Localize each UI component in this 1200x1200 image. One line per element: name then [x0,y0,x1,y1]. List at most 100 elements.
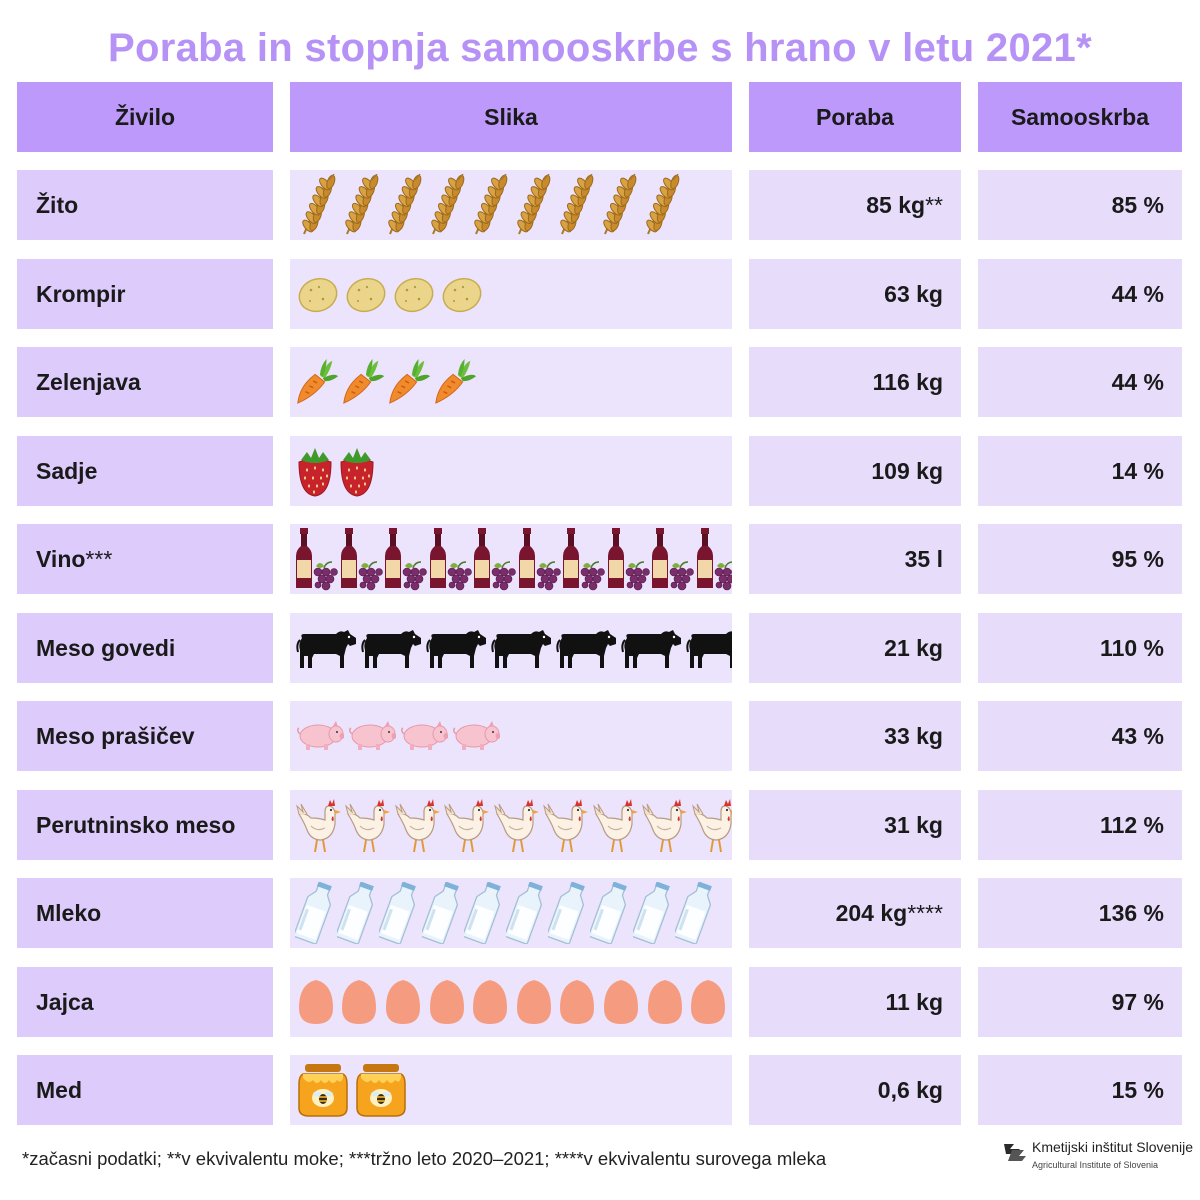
carrot-icon [294,356,340,408]
poraba-value: 31 kg [884,811,943,838]
honey-pot-icon [294,1062,352,1118]
chicken-icon [492,796,542,854]
chicken-icon [393,796,443,854]
wine-icon [606,526,651,592]
row-name: Med [17,1055,273,1125]
row-name: Vino *** [17,524,273,594]
potato-icon [342,274,390,314]
wine-icon [695,526,732,592]
header-zivilo: Živilo [17,82,273,152]
row-poraba: 0,6 kg [749,1055,961,1125]
row-poraba: 85 kg ** [749,170,961,240]
food-name: Mleko [36,899,102,926]
wine-icon [561,526,606,592]
row-poraba: 204 kg **** [749,878,961,948]
samooskrba-value: 15 % [978,1055,1182,1125]
row-poraba: 116 kg [749,347,961,417]
institute-logo: Kmetijski inštitut Slovenije Agricultura… [1002,1138,1193,1178]
row-picture [290,613,732,683]
row-name: Sadje [17,436,273,506]
row-name: Meso prašičev [17,701,273,771]
wheat-icon [380,174,423,236]
poraba-value: 116 kg [872,368,943,395]
row-picture [290,967,732,1037]
row-poraba: 35 l [749,524,961,594]
poraba-note: **** [907,899,943,926]
row-poraba: 11 kg [749,967,961,1037]
egg-icon [599,978,643,1026]
food-name: Krompir [36,280,126,307]
food-name: Meso govedi [36,634,176,661]
row-name: Krompir [17,259,273,329]
cow-icon [424,626,489,670]
chicken-icon [690,796,732,854]
wine-icon [339,526,384,592]
poraba-value: 11 kg [885,988,943,1015]
cow-icon [294,626,359,670]
samooskrba-value: 136 % [978,878,1182,948]
food-name: Zelenjava [36,368,141,395]
poraba-value: 33 kg [884,722,943,749]
carrot-icon [340,356,386,408]
milk-bottle-icon [547,882,589,944]
samooskrba-value: 97 % [978,967,1182,1037]
chicken-icon [641,796,691,854]
wheat-icon [423,174,466,236]
egg-icon [381,978,425,1026]
pig-icon [294,720,346,752]
row-poraba: 109 kg [749,436,961,506]
header-slika: Slika [290,82,732,152]
page-title: Poraba in stopnja samooskrbe s hrano v l… [108,26,1092,70]
pig-icon [450,720,502,752]
cow-icon [684,626,732,670]
potato-icon [438,274,486,314]
footnote: *začasni podatki; **v ekvivalentu moke; … [22,1148,827,1169]
wheat-icon [509,174,552,236]
chicken-icon [344,796,394,854]
wine-icon [517,526,562,592]
row-poraba: 63 kg [749,259,961,329]
milk-bottle-icon [505,882,547,944]
samooskrba-value: 95 % [978,524,1182,594]
institute-logo-icon [1004,1144,1026,1161]
row-picture [290,1055,732,1125]
row-picture [290,347,732,417]
milk-bottle-icon [674,882,716,944]
chicken-icon [591,796,641,854]
food-name-note: *** [85,545,113,572]
food-name: Vino [36,545,86,572]
header-poraba: Poraba [749,82,961,152]
pig-icon [346,720,398,752]
cow-icon [554,626,619,670]
samooskrba-value: 44 % [978,347,1182,417]
row-poraba: 31 kg [749,790,961,860]
egg-icon [425,978,469,1026]
egg-icon [643,978,687,1026]
row-name: Meso govedi [17,613,273,683]
milk-bottle-icon [421,882,463,944]
poraba-value: 85 kg [866,191,926,218]
food-name: Meso prašičev [36,722,195,749]
food-name: Perutninsko meso [36,811,236,838]
poraba-value: 204 kg [835,899,908,926]
row-picture [290,790,732,860]
milk-bottle-icon [378,882,420,944]
row-poraba: 33 kg [749,701,961,771]
samooskrba-value: 14 % [978,436,1182,506]
egg-icon [556,978,600,1026]
row-name: Perutninsko meso [17,790,273,860]
pig-icon [398,720,450,752]
wheat-icon [638,174,681,236]
carrot-icon [432,356,478,408]
milk-bottle-icon [336,882,378,944]
honey-pot-icon [352,1062,410,1118]
wine-icon [383,526,428,592]
header-samooskrba: Samooskrba [978,82,1182,152]
food-name: Žito [36,191,79,218]
row-name: Žito [17,170,273,240]
potato-icon [390,274,438,314]
poraba-note: ** [925,191,943,218]
wheat-icon [294,174,337,236]
poraba-value: 109 kg [871,457,943,484]
poraba-value: 35 l [904,545,943,572]
